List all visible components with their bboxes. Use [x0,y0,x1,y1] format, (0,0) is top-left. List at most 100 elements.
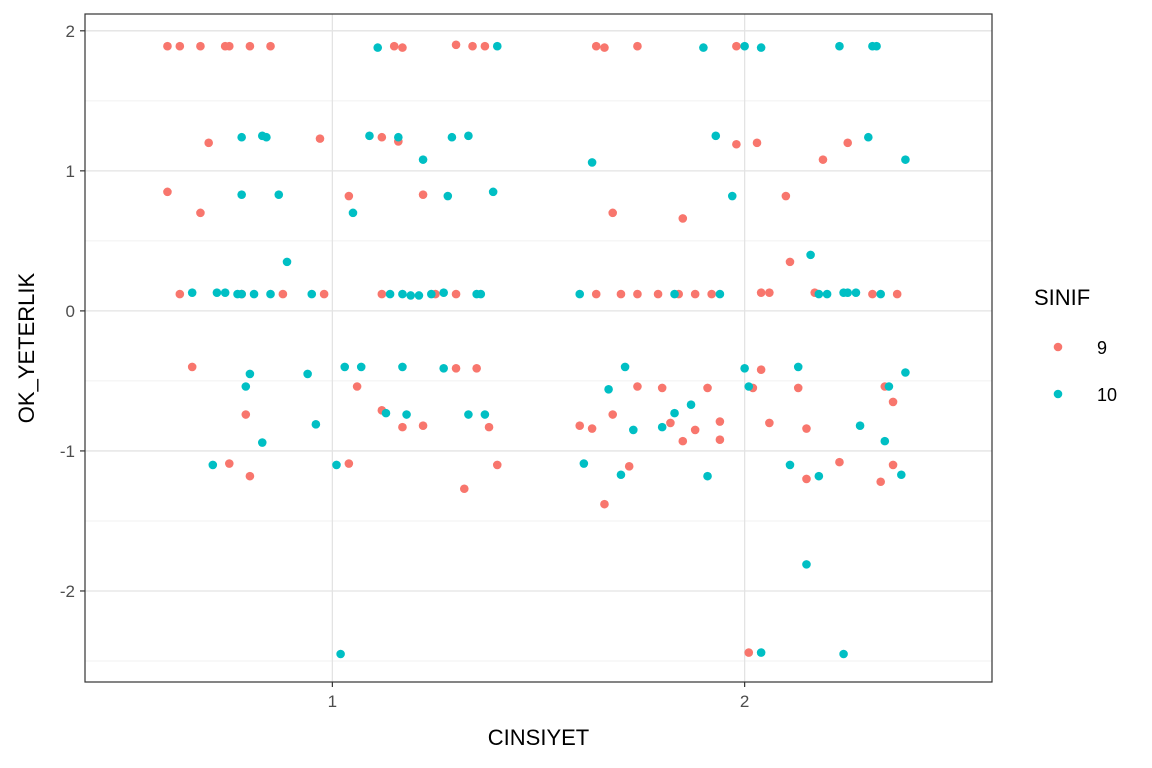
data-point [864,132,873,142]
data-point [732,139,741,149]
data-point [175,289,185,299]
data-point [604,385,613,394]
data-point [616,289,626,299]
data-point [447,132,457,142]
data-point [806,250,815,260]
data-point [451,289,461,299]
data-point [752,138,762,148]
data-point [715,417,725,426]
data-point [575,421,585,431]
data-point [468,41,477,51]
data-point [464,131,473,141]
data-point [888,460,898,470]
data-point [398,289,407,299]
data-point [303,369,312,379]
data-point [901,155,910,164]
data-point [451,364,461,373]
legend-label: 9 [1097,338,1107,358]
data-point [868,289,877,299]
data-point [608,208,618,218]
data-point [711,131,721,141]
data-point [872,41,881,51]
data-point [237,289,246,299]
data-point [356,362,366,372]
data-point [715,435,725,445]
data-point [633,382,642,391]
data-point [398,362,407,372]
y-tick-label: 2 [66,22,75,41]
data-point [212,288,222,297]
data-point [843,138,853,148]
data-point [187,362,197,372]
data-point [278,289,288,299]
data-point [699,43,708,52]
data-point [901,368,910,377]
data-point [670,289,679,299]
data-point [336,649,345,659]
data-point [224,459,234,468]
data-point [727,191,737,201]
data-point [418,421,428,431]
data-point [472,364,481,373]
data-point [163,41,172,51]
data-point [237,132,246,142]
data-point [389,41,399,51]
data-point [822,289,832,299]
data-point [311,420,321,429]
data-point [666,418,675,428]
data-point [620,362,630,372]
data-point [315,134,325,143]
data-point [266,41,275,51]
x-tick-label: 2 [740,692,749,711]
data-point [686,400,696,410]
legend-label: 10 [1097,385,1117,405]
y-tick-label: -1 [60,442,75,461]
data-point [600,43,609,52]
legend: SINIF 9 10 [1034,285,1117,405]
axes: -2 -1 0 1 2 1 2 [60,22,749,711]
data-point [175,41,185,51]
data-point [707,289,716,299]
data-point [793,383,803,393]
data-point [398,43,407,52]
data-point [785,257,795,267]
data-point [459,484,469,494]
data-point [220,288,230,297]
data-point [744,648,754,657]
data-point [703,471,712,481]
data-point [414,291,424,300]
data-point [802,424,811,433]
data-point [245,369,255,379]
data-point [492,41,502,51]
data-point [282,257,292,267]
data-point [237,190,246,199]
data-point [756,288,766,297]
data-point [224,41,234,51]
data-point [690,425,700,435]
data-point [591,289,601,299]
data-point [257,438,267,447]
data-point [381,408,391,418]
data-point [678,436,688,446]
data-point [241,382,251,391]
data-point [476,289,486,299]
data-point [443,191,453,201]
data-point [802,560,811,569]
data-point [385,289,395,299]
data-point [439,288,448,297]
data-point [266,289,275,299]
data-point [204,138,213,148]
data-point [196,208,205,218]
data-point [624,462,634,471]
data-point [208,460,218,470]
plot-panel-border [84,13,993,683]
data-point [657,422,667,432]
data-point [319,289,329,299]
x-tick-label: 1 [328,692,337,711]
data-point [690,289,700,299]
data-point [835,457,844,467]
data-point [464,410,473,419]
data-point [241,410,251,419]
data-point [657,383,667,393]
y-tick-label: 1 [66,162,75,181]
